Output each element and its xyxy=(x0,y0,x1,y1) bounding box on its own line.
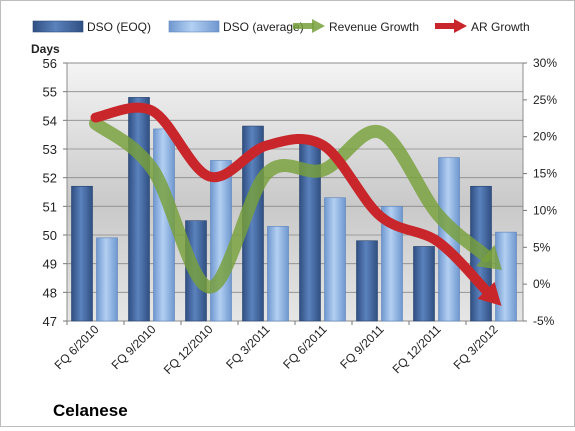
legend-label-dso-eoq: DSO (EOQ) xyxy=(87,20,151,34)
left-tick-label: 56 xyxy=(43,56,57,71)
legend: DSO (EOQ) DSO (average) Revenue Growth A… xyxy=(32,19,530,34)
bar-dso-average xyxy=(324,197,346,322)
arrow-revenue-growth-head xyxy=(476,244,502,270)
arrow-ar-growth-head xyxy=(477,281,502,306)
right-tick-label: 5% xyxy=(533,240,551,254)
left-tick-label: 47 xyxy=(43,314,57,329)
category-labels: FQ 6/2010 FQ 9/2010 FQ 12/2010 FQ 3/2011 FQ … xyxy=(52,321,501,377)
left-axis-ticks: 47 48 49 50 51 52 53 54 55 56 xyxy=(43,56,67,329)
arrow-revenue-growth-line xyxy=(89,116,492,294)
category-label: FQ 3/2012 xyxy=(451,322,501,372)
legend-label-dso-average: DSO (average) xyxy=(223,20,304,34)
legend-swatch-dso-average xyxy=(168,20,220,33)
bar-dso-average xyxy=(96,237,118,322)
arrow-ar-growth-line xyxy=(90,102,491,296)
left-tick-label: 54 xyxy=(43,113,57,128)
left-tick-label: 50 xyxy=(43,228,57,243)
category-label: FQ 6/2010 xyxy=(52,322,102,372)
bar-dso-eoq xyxy=(128,97,150,322)
company-name: Celanese xyxy=(53,401,128,420)
right-tick-label: 20% xyxy=(533,130,557,144)
legend-label-revenue-growth: Revenue Growth xyxy=(329,20,419,34)
bar-dso-average xyxy=(381,206,403,322)
legend-label-ar-growth: AR Growth xyxy=(471,20,530,34)
right-tick-label: -5% xyxy=(533,314,555,328)
legend-swatch-dso-eoq xyxy=(32,20,84,33)
bar-dso-average xyxy=(267,226,289,322)
category-label: FQ 12/2011 xyxy=(390,322,444,376)
category-label: FQ 6/2011 xyxy=(280,322,330,372)
category-label: FQ 9/2010 xyxy=(109,322,159,372)
left-tick-label: 52 xyxy=(43,171,57,186)
left-tick-label: 48 xyxy=(43,285,57,300)
left-axis-title: Days xyxy=(31,42,60,56)
bar-dso-eoq xyxy=(356,240,378,322)
right-tick-label: 25% xyxy=(533,93,557,107)
bar-dso-average xyxy=(495,231,517,322)
left-tick-label: 49 xyxy=(43,257,57,272)
bar-dso-eoq xyxy=(413,246,435,322)
right-tick-label: 10% xyxy=(533,203,557,217)
category-label: FQ 12/2010 xyxy=(161,322,216,377)
right-tick-label: 15% xyxy=(533,167,557,181)
arrow-series xyxy=(89,102,502,306)
category-label: FQ 3/2011 xyxy=(223,322,273,372)
left-tick-label: 51 xyxy=(43,199,57,214)
left-tick-label: 53 xyxy=(43,142,57,157)
category-label: FQ 9/2011 xyxy=(337,322,387,372)
bar-dso-eoq xyxy=(71,185,93,322)
right-axis-ticks: -5% 0% 5% 10% 15% 20% 25% 30% xyxy=(523,56,557,328)
legend-arrow-ar-growth xyxy=(435,19,467,33)
left-tick-label: 55 xyxy=(43,85,57,100)
legend-arrow-revenue-growth xyxy=(293,19,325,33)
bar-dso-average xyxy=(210,160,232,322)
right-tick-label: 0% xyxy=(533,277,551,291)
right-tick-label: 30% xyxy=(533,56,557,70)
